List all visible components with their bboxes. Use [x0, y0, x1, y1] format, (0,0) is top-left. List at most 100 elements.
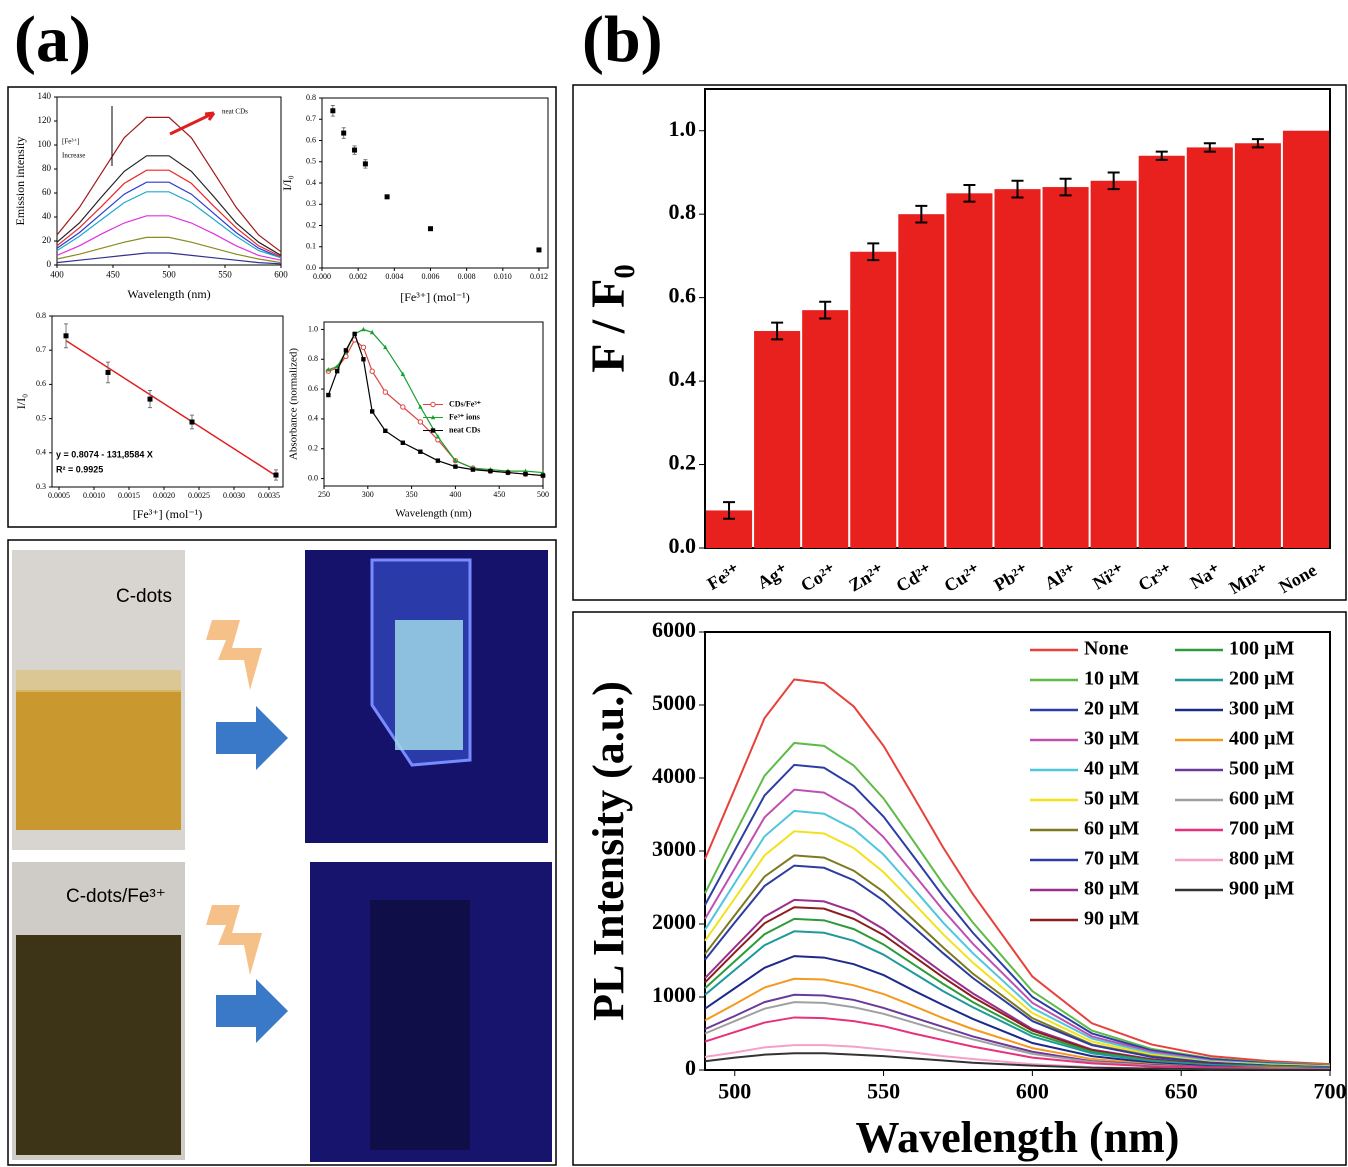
- x-tick-label: 400: [449, 490, 461, 499]
- x-tick-label: 0.004: [385, 272, 403, 281]
- fit-line: [65, 339, 277, 477]
- marker: [273, 472, 279, 478]
- line: [704, 809, 1331, 1068]
- legend-label: CDs/Fe³⁺: [449, 399, 481, 408]
- x-tick-label: Zn²⁺: [845, 560, 887, 596]
- y-tick-label: 4000: [652, 763, 696, 788]
- y-tick-label: 3000: [652, 836, 696, 861]
- legend-label: 50 µM: [1084, 788, 1140, 810]
- marker: [343, 348, 349, 353]
- marker: [362, 161, 368, 167]
- line: [56, 181, 282, 259]
- x-tick-label: 0.000: [313, 272, 331, 281]
- x-tick-label: 0.002: [349, 272, 367, 281]
- y-tick-label: 20: [42, 235, 52, 245]
- legend-label: 500 µM: [1229, 758, 1295, 780]
- x-tick-label: 0.006: [421, 272, 439, 281]
- bar: [1138, 155, 1185, 548]
- marker: [330, 108, 336, 114]
- y-axis-label: PL Intensity (a.u.): [584, 681, 633, 1021]
- y-tick-label: 0.8: [306, 93, 316, 102]
- y-tick-label: 0.4: [308, 414, 318, 423]
- annotation: y = 0.8074 - 131,8584 X: [56, 449, 153, 459]
- annotation: Increase: [62, 152, 85, 160]
- line: [704, 864, 1331, 1069]
- marker: [488, 468, 493, 474]
- y-tick-label: 5000: [652, 690, 696, 715]
- x-tick-label: 350: [406, 490, 418, 499]
- legend-marker: [430, 401, 436, 408]
- legend-label: 600 µM: [1229, 788, 1295, 810]
- marker: [418, 449, 423, 454]
- x-tick-label: Mn²⁺: [1226, 560, 1272, 598]
- marker: [418, 404, 423, 409]
- bar: [1282, 130, 1329, 548]
- panel-frame: [7, 86, 557, 528]
- lightning: [206, 905, 262, 975]
- marker: [369, 409, 375, 414]
- legend-label: neat CDs: [449, 425, 480, 434]
- legend-label: 70 µM: [1084, 848, 1140, 870]
- marker: [326, 367, 331, 372]
- y-tick-label: 0.4: [669, 366, 697, 391]
- arrow: [216, 979, 288, 1043]
- legend-label: 90 µM: [1084, 908, 1140, 930]
- error-bar: [1251, 138, 1264, 149]
- bar: [994, 189, 1041, 549]
- marker: [400, 371, 406, 376]
- annotation: neat CDs: [222, 108, 248, 116]
- marker: [147, 396, 153, 402]
- y-tick-label: 0.0: [669, 533, 697, 558]
- y-tick-label: 0.7: [306, 114, 316, 123]
- y-axis-label: I/I₀: [14, 394, 28, 410]
- marker: [369, 368, 375, 374]
- line: [56, 191, 282, 259]
- legend-label: 400 µM: [1229, 728, 1295, 750]
- line: [704, 830, 1331, 1068]
- marker: [453, 458, 458, 463]
- legend-label: 10 µM: [1084, 668, 1140, 690]
- x-tick-label: 500: [718, 1079, 751, 1104]
- y-axis-label: I/I₀: [280, 175, 294, 191]
- line: [56, 169, 282, 258]
- y-axis-label: Absorbance (normalized): [288, 348, 300, 460]
- legend-label: 20 µM: [1084, 698, 1140, 720]
- x-tick-label: Cr³⁺: [1135, 560, 1176, 595]
- y-tick-label: 0: [685, 1055, 696, 1080]
- legend-label: 80 µM: [1084, 878, 1140, 900]
- x-tick-label: Co²⁺: [797, 560, 839, 596]
- x-tick-label: 500: [162, 269, 176, 279]
- x-tick-label: 0.0030: [223, 491, 245, 500]
- x-tick-label: 650: [1165, 1079, 1198, 1104]
- marker: [341, 130, 347, 136]
- glow: [395, 620, 463, 750]
- y-tick-label: 0.5: [36, 413, 46, 422]
- cuvette: [370, 900, 470, 1150]
- y-tick-label: 0.3: [36, 482, 46, 491]
- x-tick-label: 450: [493, 490, 505, 499]
- y-tick-label: 0.6: [36, 379, 46, 388]
- error-bar: [1203, 142, 1216, 153]
- line: [704, 930, 1331, 1069]
- y-tick-label: 0.8: [669, 199, 697, 224]
- bar: [946, 193, 993, 548]
- y-tick-label: 0.2: [669, 450, 697, 475]
- error-bar: [915, 204, 928, 224]
- error-bar: [1011, 179, 1024, 199]
- x-tick-label: 0.0025: [188, 491, 210, 500]
- line: [704, 741, 1331, 1066]
- liquid: [16, 690, 181, 830]
- error-bar: [1155, 150, 1168, 161]
- legend-label: 30 µM: [1084, 728, 1140, 750]
- y-tick-label: 2000: [652, 909, 696, 934]
- x-tick-label: Cd²⁺: [893, 560, 936, 596]
- y-tick-label: 0.4: [306, 178, 316, 187]
- marker: [360, 344, 367, 351]
- y-tick-label: 1.0: [308, 324, 318, 333]
- y-axis-label: Emission intensity: [13, 136, 27, 225]
- legend-label: 700 µM: [1229, 818, 1295, 840]
- x-axis-label: Wavelength (nm): [395, 508, 472, 520]
- y-tick-label: 0.6: [669, 283, 697, 308]
- error-bar: [867, 242, 880, 262]
